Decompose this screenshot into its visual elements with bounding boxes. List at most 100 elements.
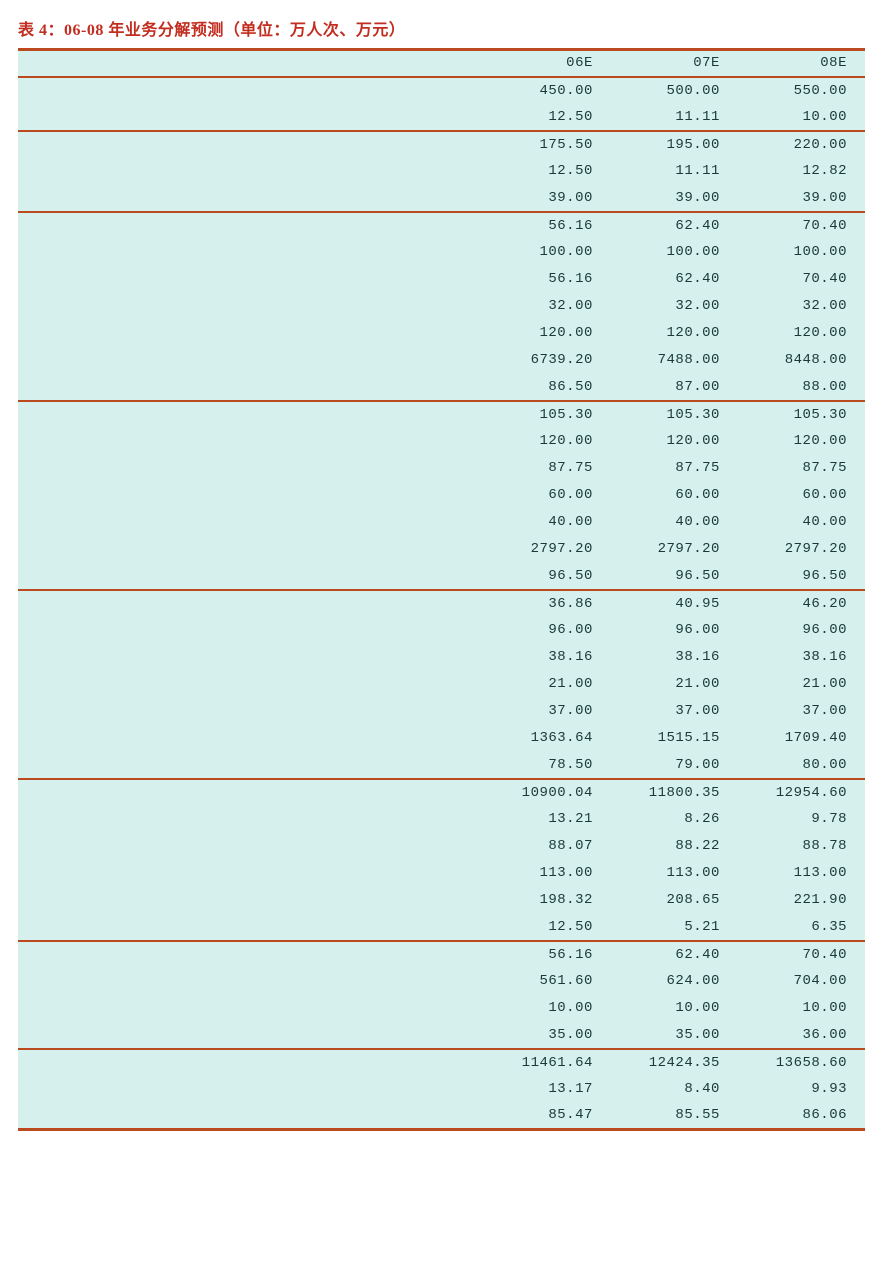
row-label [18, 1103, 484, 1130]
cell-value: 88.07 [484, 833, 611, 860]
cell-value: 221.90 [738, 887, 865, 914]
table-row: 88.0788.2288.78 [18, 833, 865, 860]
cell-value: 62.40 [611, 212, 738, 239]
table-row: 32.0032.0032.00 [18, 293, 865, 320]
header-row: 06E 07E 08E [18, 50, 865, 77]
cell-value: 12.50 [484, 104, 611, 131]
cell-value: 96.00 [484, 617, 611, 644]
row-label [18, 536, 484, 563]
cell-value: 38.16 [738, 644, 865, 671]
table-row: 1363.641515.151709.40 [18, 725, 865, 752]
row-label [18, 563, 484, 590]
cell-value: 105.30 [738, 401, 865, 428]
cell-value: 5.21 [611, 914, 738, 941]
cell-value: 56.16 [484, 941, 611, 968]
table-row: 86.5087.0088.00 [18, 374, 865, 401]
table-row: 56.1662.4070.40 [18, 941, 865, 968]
cell-value: 120.00 [484, 320, 611, 347]
cell-value: 8448.00 [738, 347, 865, 374]
table-row: 13.178.409.93 [18, 1076, 865, 1103]
cell-value: 450.00 [484, 77, 611, 104]
cell-value: 550.00 [738, 77, 865, 104]
row-label [18, 752, 484, 779]
cell-value: 11.11 [611, 158, 738, 185]
forecast-table: 06E 07E 08E 450.00500.00550.00 12.5011.11… [18, 48, 865, 1131]
header-08e: 08E [738, 50, 865, 77]
row-label [18, 860, 484, 887]
cell-value: 12424.35 [611, 1049, 738, 1076]
cell-value: 195.00 [611, 131, 738, 158]
cell-value: 100.00 [484, 239, 611, 266]
table-row: 11461.6412424.3513658.60 [18, 1049, 865, 1076]
table-row: 38.1638.1638.16 [18, 644, 865, 671]
cell-value: 32.00 [738, 293, 865, 320]
cell-value: 39.00 [738, 185, 865, 212]
cell-value: 10.00 [611, 995, 738, 1022]
cell-value: 120.00 [484, 428, 611, 455]
cell-value: 21.00 [738, 671, 865, 698]
cell-value: 13658.60 [738, 1049, 865, 1076]
cell-value: 704.00 [738, 968, 865, 995]
table-row: 96.0096.0096.00 [18, 617, 865, 644]
cell-value: 32.00 [484, 293, 611, 320]
cell-value: 10.00 [484, 995, 611, 1022]
cell-value: 96.50 [484, 563, 611, 590]
row-label [18, 455, 484, 482]
cell-value: 105.30 [611, 401, 738, 428]
cell-value: 12.82 [738, 158, 865, 185]
cell-value: 96.50 [611, 563, 738, 590]
cell-value: 96.00 [611, 617, 738, 644]
cell-value: 7488.00 [611, 347, 738, 374]
cell-value: 1709.40 [738, 725, 865, 752]
header-06e: 06E [484, 50, 611, 77]
table-row: 12.505.216.35 [18, 914, 865, 941]
cell-value: 88.22 [611, 833, 738, 860]
row-label [18, 347, 484, 374]
table-row: 56.1662.4070.40 [18, 212, 865, 239]
table-row: 561.60624.00704.00 [18, 968, 865, 995]
cell-value: 10900.04 [484, 779, 611, 806]
cell-value: 60.00 [738, 482, 865, 509]
cell-value: 198.32 [484, 887, 611, 914]
cell-value: 220.00 [738, 131, 865, 158]
cell-value: 500.00 [611, 77, 738, 104]
cell-value: 40.00 [484, 509, 611, 536]
row-label [18, 590, 484, 617]
cell-value: 113.00 [738, 860, 865, 887]
cell-value: 88.78 [738, 833, 865, 860]
cell-value: 86.06 [738, 1103, 865, 1130]
row-label [18, 644, 484, 671]
cell-value: 120.00 [611, 320, 738, 347]
table-body: 450.00500.00550.0012.5011.1110.00175.501… [18, 77, 865, 1130]
table-row: 10.0010.0010.00 [18, 995, 865, 1022]
cell-value: 38.16 [611, 644, 738, 671]
cell-value: 80.00 [738, 752, 865, 779]
row-label [18, 239, 484, 266]
cell-value: 2797.20 [738, 536, 865, 563]
row-label [18, 995, 484, 1022]
row-label [18, 428, 484, 455]
cell-value: 13.17 [484, 1076, 611, 1103]
cell-value: 38.16 [484, 644, 611, 671]
row-label [18, 941, 484, 968]
table-title: 表 4：06-08 年业务分解预测（单位：万人次、万元） [18, 16, 865, 40]
cell-value: 35.00 [484, 1022, 611, 1049]
cell-value: 85.47 [484, 1103, 611, 1130]
cell-value: 8.40 [611, 1076, 738, 1103]
cell-value: 36.86 [484, 590, 611, 617]
cell-value: 2797.20 [484, 536, 611, 563]
row-label [18, 1076, 484, 1103]
row-label [18, 698, 484, 725]
cell-value: 62.40 [611, 941, 738, 968]
row-label [18, 131, 484, 158]
cell-value: 40.00 [738, 509, 865, 536]
cell-value: 56.16 [484, 212, 611, 239]
cell-value: 60.00 [484, 482, 611, 509]
table-row: 21.0021.0021.00 [18, 671, 865, 698]
header-07e: 07E [611, 50, 738, 77]
cell-value: 87.00 [611, 374, 738, 401]
cell-value: 37.00 [611, 698, 738, 725]
cell-value: 62.40 [611, 266, 738, 293]
row-label [18, 671, 484, 698]
cell-value: 175.50 [484, 131, 611, 158]
